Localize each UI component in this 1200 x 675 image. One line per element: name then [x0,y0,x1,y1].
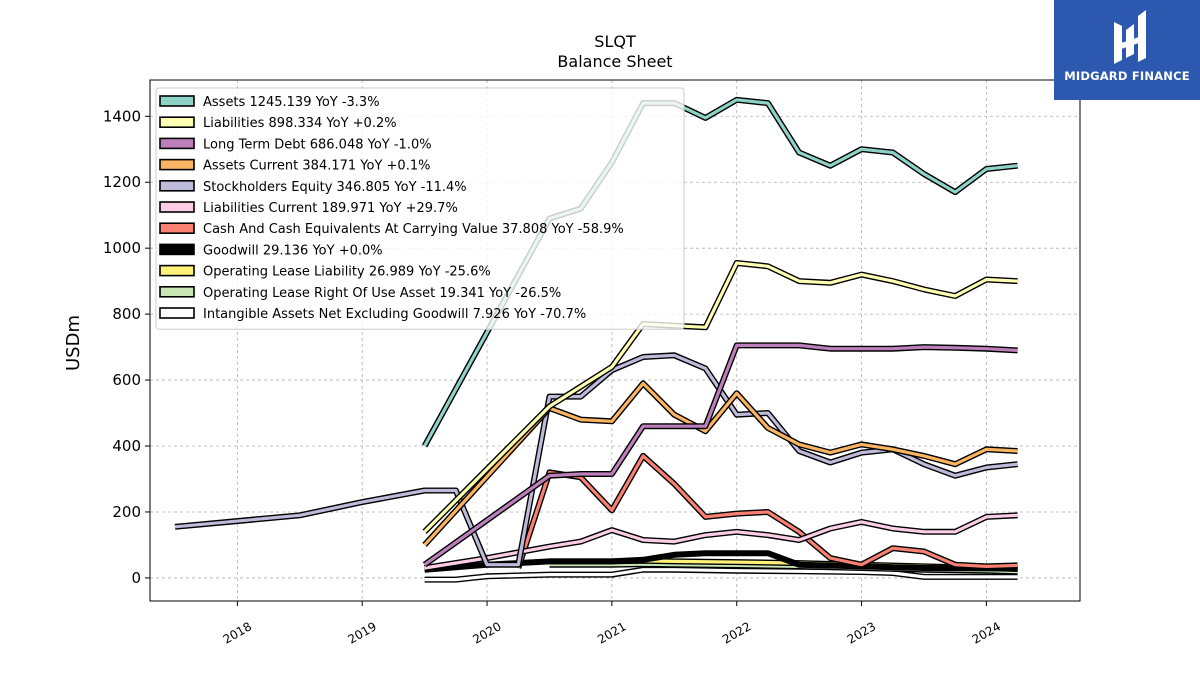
legend-entry: Assets 1245.139 YoY -3.3% [203,95,380,110]
logo-mark-icon [1114,10,1146,64]
x-tick-label: 2024 [970,619,1003,646]
legend-entry: Stockholders Equity 346.805 YoY -11.4% [203,180,467,195]
series-line [423,381,1018,546]
series-line [516,454,1018,569]
series-line [423,261,1018,533]
y-axis-label: USDm [63,315,84,371]
legend-entry: Operating Lease Right Of Use Asset 19.34… [203,286,561,301]
y-tick-label: 600 [112,371,141,389]
chart-title: SLQT [594,32,636,51]
series-lines [174,96,1018,583]
series-line [424,551,1018,572]
x-tick-label: 2021 [595,619,628,646]
legend-swatch [159,264,195,277]
legend-entry: Cash And Cash Equivalents At Carrying Va… [203,222,624,237]
y-tick-label: 400 [112,437,141,455]
legend-entry: Long Term Debt 686.048 YoY -1.0% [203,137,432,152]
y-tick-label: 0 [131,569,141,587]
legend-entry: Liabilities Current 189.971 YoY +29.7% [203,201,458,216]
legend-box [155,87,685,330]
legend-swatch [159,285,195,298]
x-tick-label: 2022 [720,619,753,646]
series-line [424,513,1018,570]
legend-swatch [159,201,195,213]
legend-entry: Intangible Assets Net Excluding Goodwill… [203,307,586,322]
x-tick-label: 2020 [470,619,503,646]
series-line [424,568,1018,582]
legend-swatch [159,307,195,319]
legend-swatch [159,180,195,192]
y-tick-label: 1200 [103,173,141,191]
series-line [423,343,1018,567]
legend: Assets 1245.139 YoY -3.3% Liabilities 898… [155,87,685,330]
plot-frame [149,79,1081,602]
y-tick-label: 200 [112,503,141,521]
y-tick-label: 1000 [103,239,141,257]
x-tick-label: 2023 [845,619,878,646]
legend-entry: Assets Current 384.171 YoY +0.1% [203,159,430,174]
legend-swatch [159,137,195,150]
legend-entry: Liabilities 898.334 YoY +0.2% [203,116,397,131]
legend-swatch [159,158,195,171]
x-tick-label: 2018 [221,619,254,646]
y-tick-label: 800 [112,305,141,323]
legend-swatch [159,116,195,128]
logo-text: MIDGARD FINANCE [1064,69,1190,83]
chart-subtitle: Balance Sheet [557,52,672,71]
midgard-finance-logo: MIDGARD FINANCE [1054,0,1200,100]
x-tick-label: 2019 [345,619,378,646]
y-tick-label: 1400 [103,107,141,125]
legend-swatch [159,243,195,256]
legend-entry: Operating Lease Liability 26.989 YoY -25… [203,265,491,280]
legend-swatch [159,222,195,234]
legend-entry: Goodwill 29.136 YoY +0.0% [203,243,383,258]
legend-swatch [159,95,195,107]
